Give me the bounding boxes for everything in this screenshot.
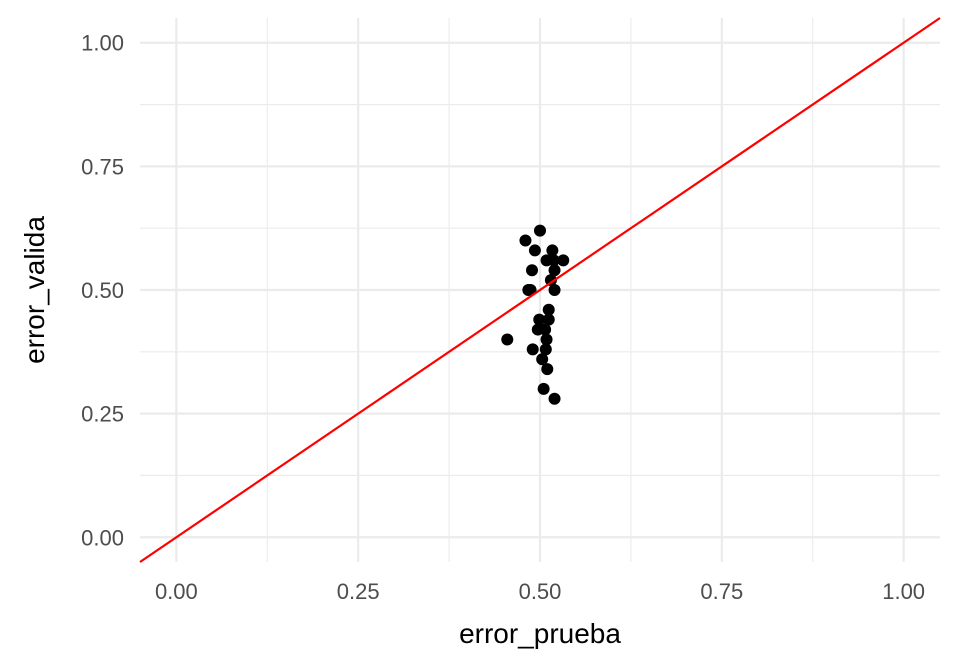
x-tick-label: 1.00 [882,579,925,604]
data-point [526,343,539,356]
x-tick-label: 0.00 [155,579,198,604]
grid-major-lines [140,18,940,562]
y-tick-label: 0.00 [81,525,124,550]
data-point [524,284,537,296]
data-point [534,224,546,237]
data-point [533,313,546,326]
data-point [541,363,554,376]
data-point [519,234,532,247]
x-tick-label: 0.25 [337,579,380,604]
data-point [528,244,541,257]
data-point [546,244,559,257]
data-point [542,303,555,316]
reference-line-group [139,17,941,563]
y-tick-label: 0.50 [81,278,124,303]
data-point [548,284,561,296]
y-tick-label: 0.25 [81,402,124,427]
data-point [557,254,570,267]
data-point [542,313,555,326]
y-axis-title: error_valida [19,216,50,364]
reference-line [139,17,941,563]
data-point [526,264,538,277]
x-axis-title: error_prueba [459,618,621,649]
x-axis-tick-labels: 0.00 0.25 0.50 0.75 1.00 [155,579,925,604]
y-tick-label: 0.75 [81,154,124,179]
data-point [539,323,552,336]
x-tick-label: 0.50 [519,579,562,604]
data-point [547,254,560,267]
data-points [501,224,570,405]
data-point [501,333,514,346]
y-axis-tick-labels: 0.00 0.25 0.50 0.75 1.00 [81,31,124,551]
data-point [548,264,561,277]
data-point [536,353,549,366]
data-point [539,343,552,356]
x-tick-label: 0.75 [700,579,743,604]
data-point [540,333,553,346]
data-point [544,274,557,287]
data-point [548,392,561,405]
data-point [537,382,550,395]
y-tick-label: 1.00 [81,31,124,56]
